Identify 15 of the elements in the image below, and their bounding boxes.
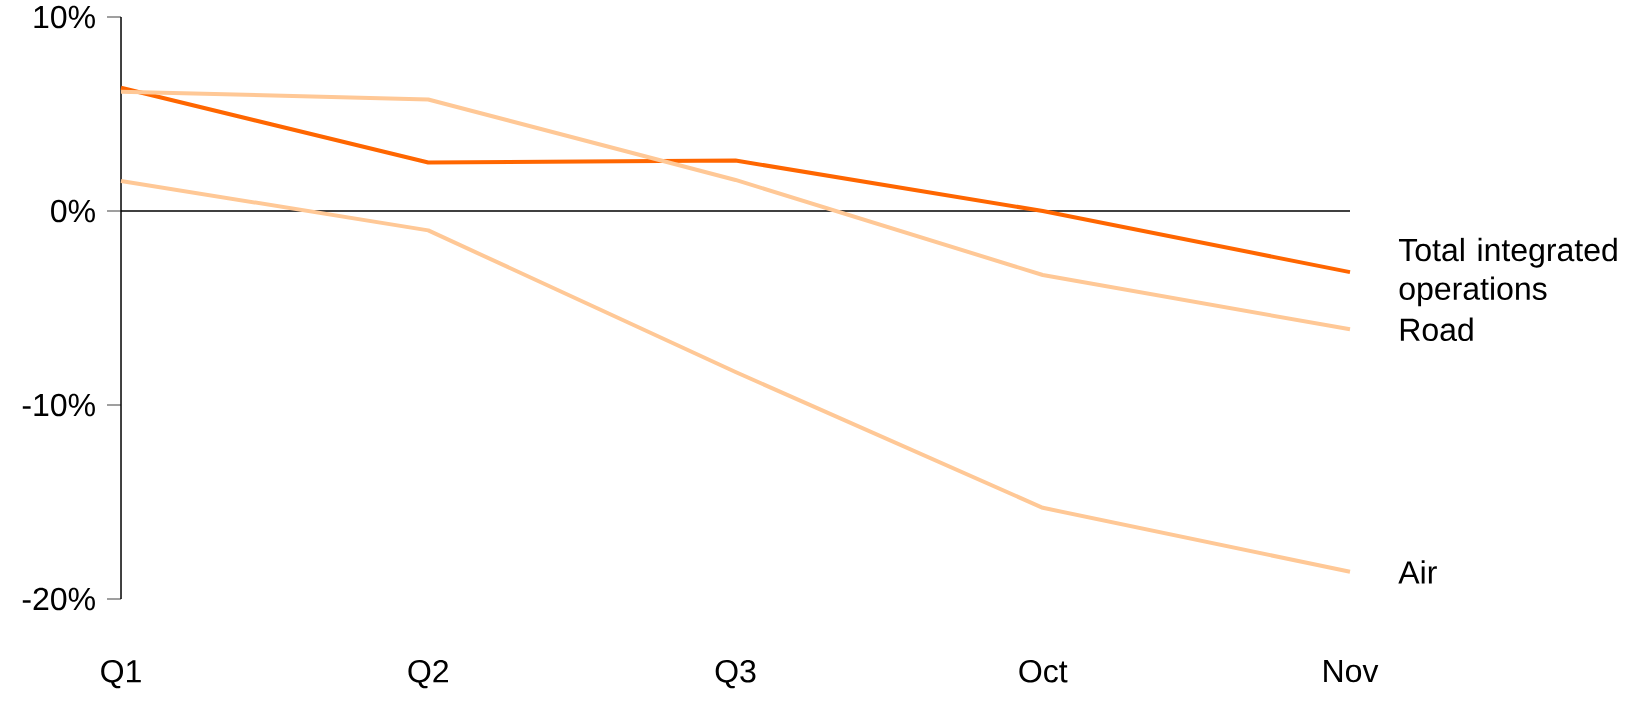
series-label: Road (1400, 317, 1473, 342)
y-tick-label: 0% (51, 199, 95, 223)
line-series (119, 178, 1352, 574)
y-tick-label: 10% (34, 5, 95, 29)
y-tick-label: -10% (22, 393, 95, 417)
line-series (119, 85, 1352, 275)
line-series (119, 89, 1352, 332)
x-tick-label: Q2 (408, 659, 448, 689)
y-tick-label: -20% (22, 587, 95, 611)
x-tick-label: Q1 (101, 659, 141, 689)
series-label: Air (1398, 560, 1437, 584)
x-tick-label: Oct (1019, 659, 1068, 683)
x-tick-label: Nov (1324, 659, 1379, 683)
x-tick-label: Q3 (715, 659, 756, 689)
series-label: Total integrated operations (1398, 237, 1617, 307)
